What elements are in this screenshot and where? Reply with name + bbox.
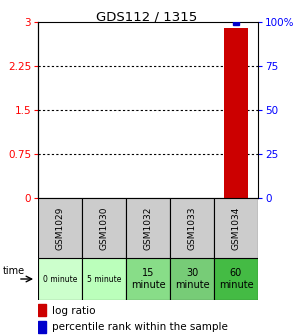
Bar xyxy=(82,198,126,258)
Bar xyxy=(214,198,258,258)
Text: 15
minute: 15 minute xyxy=(131,268,165,290)
Text: time: time xyxy=(3,265,25,276)
Text: GSM1032: GSM1032 xyxy=(144,206,152,250)
Bar xyxy=(126,258,170,300)
Text: GSM1029: GSM1029 xyxy=(55,206,64,250)
Text: 5 minute: 5 minute xyxy=(87,275,121,284)
Text: 30
minute: 30 minute xyxy=(175,268,209,290)
Bar xyxy=(82,258,126,300)
Bar xyxy=(38,198,82,258)
Bar xyxy=(170,258,214,300)
Bar xyxy=(170,198,214,258)
Text: GSM1030: GSM1030 xyxy=(100,206,108,250)
Text: log ratio: log ratio xyxy=(52,305,96,316)
Bar xyxy=(126,198,170,258)
Text: percentile rank within the sample: percentile rank within the sample xyxy=(52,323,228,333)
Bar xyxy=(38,258,82,300)
Text: GSM1034: GSM1034 xyxy=(231,206,241,250)
Bar xyxy=(38,321,45,333)
Text: 60
minute: 60 minute xyxy=(219,268,253,290)
Bar xyxy=(38,304,45,316)
Text: 0 minute: 0 minute xyxy=(43,275,77,284)
Bar xyxy=(224,28,248,198)
Bar xyxy=(214,258,258,300)
Text: GDS112 / 1315: GDS112 / 1315 xyxy=(96,10,197,23)
Text: GSM1033: GSM1033 xyxy=(188,206,197,250)
